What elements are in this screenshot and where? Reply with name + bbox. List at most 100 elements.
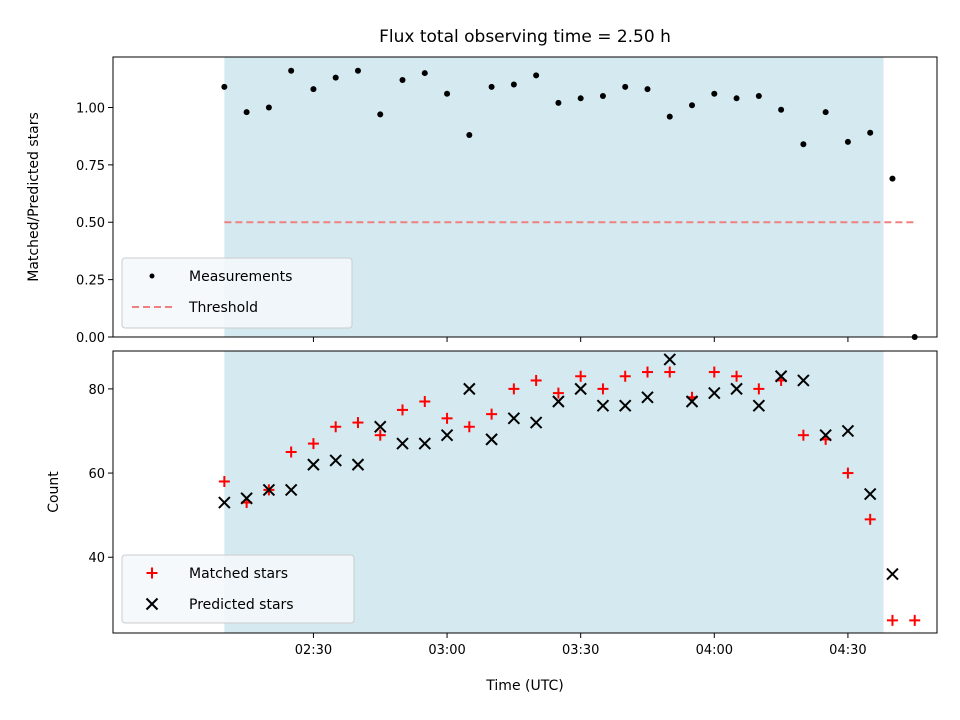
measurement-point <box>599 93 606 100</box>
x-stroke <box>641 391 654 404</box>
count-y-ticks: 40 60 80 <box>88 383 113 566</box>
x-stroke <box>284 483 298 497</box>
predicted-star-point <box>240 492 253 505</box>
y-tick-label: 40 <box>88 551 105 566</box>
predicted-star-point <box>774 370 788 383</box>
predicted-star-point <box>307 458 320 471</box>
measurement-point <box>689 102 696 109</box>
x-tick-label: 04:00 <box>696 643 733 658</box>
predicted-star-point <box>752 399 766 412</box>
matched-star-point <box>753 383 765 395</box>
x-tick-label: 04:30 <box>829 643 866 658</box>
x-stroke <box>552 395 565 408</box>
matched-star-point <box>397 404 409 416</box>
measurement-point <box>332 74 339 81</box>
matched-star-point <box>463 421 475 433</box>
x-stroke <box>240 492 253 505</box>
x-stroke <box>752 399 766 412</box>
measurement-point <box>399 76 406 83</box>
x-stroke <box>418 437 431 450</box>
x-stroke <box>307 458 320 471</box>
matched-star-point <box>552 387 564 399</box>
x-stroke <box>463 382 476 396</box>
matched-star-point <box>731 370 743 382</box>
predicted-star-point <box>596 399 610 412</box>
count-legend: Matched stars Predicted stars <box>121 554 355 624</box>
predicted-star-point <box>552 395 565 408</box>
measurement-point <box>288 67 295 74</box>
measurement-point <box>377 111 384 118</box>
predicted-star-point <box>730 382 743 396</box>
x-stroke <box>708 386 721 400</box>
predicted-star-point <box>440 428 454 442</box>
y-tick-label: 80 <box>88 383 105 398</box>
legend-box <box>121 257 353 329</box>
x-stroke <box>685 395 699 408</box>
y-tick-label: 0.00 <box>76 331 105 346</box>
y-tick-label: 1.00 <box>76 101 105 116</box>
measurement-point <box>243 109 250 116</box>
count-panel: 40 60 80 02:30 03:00 03:30 04:00 04:30 Count T… <box>46 350 938 694</box>
ratio-x-ticks <box>312 337 849 342</box>
predicted-stars-points <box>218 353 899 581</box>
x-stroke <box>663 353 676 366</box>
x-stroke <box>329 454 342 467</box>
predicted-star-point <box>463 382 476 396</box>
measurement-point <box>354 67 361 74</box>
predicted-star-point <box>374 420 387 433</box>
matched-star-point <box>486 408 498 420</box>
predicted-star-point <box>329 454 342 467</box>
y-tick-label: 0.75 <box>76 159 105 174</box>
ratio-legend: Measurements Threshold <box>121 257 353 329</box>
count-x-ticks: 02:30 03:00 03:30 04:00 04:30 <box>295 633 867 658</box>
measurement-point <box>533 72 540 79</box>
x-tick-label: 03:30 <box>562 643 599 658</box>
measurement-point <box>822 109 829 116</box>
x-stroke <box>396 437 409 450</box>
matched-star-point <box>597 383 609 395</box>
ratio-y-axis-label: Matched/Predicted stars <box>26 112 42 282</box>
predicted-star-point <box>418 437 431 450</box>
predicted-star-point <box>841 424 855 438</box>
measurement-point <box>844 138 851 145</box>
y-tick-label: 0.25 <box>76 274 105 289</box>
matched-star-point <box>352 417 364 429</box>
measurement-point <box>711 90 718 97</box>
matched-star-point <box>285 446 297 458</box>
predicted-star-point <box>485 433 498 446</box>
predicted-star-point <box>863 487 877 501</box>
x-stroke <box>841 424 855 438</box>
x-stroke <box>619 399 632 412</box>
x-stroke <box>351 458 365 471</box>
predicted-star-point <box>685 395 699 408</box>
matched-star-point <box>619 370 631 382</box>
measurement-point <box>421 70 428 77</box>
predicted-star-point <box>284 483 298 497</box>
predicted-star-point <box>797 374 810 387</box>
predicted-star-point <box>507 412 521 425</box>
x-stroke <box>730 382 743 396</box>
measurement-point <box>800 141 807 148</box>
x-stroke <box>440 428 454 442</box>
matched-star-point <box>441 412 453 424</box>
x-stroke <box>863 487 877 501</box>
x-stroke <box>262 483 276 497</box>
legend-x-marker <box>145 597 159 611</box>
matched-star-point <box>330 421 342 433</box>
y-tick-label: 60 <box>88 467 105 482</box>
x-axis-label: Time (UTC) <box>485 678 563 694</box>
predicted-star-point <box>529 416 543 429</box>
measurement-point <box>867 129 874 136</box>
x-stroke <box>819 428 832 442</box>
legend-dot-marker <box>149 273 155 279</box>
legend-label: Predicted stars <box>189 597 294 613</box>
y-tick-label: 0.50 <box>76 216 105 231</box>
matched-star-point <box>575 370 587 382</box>
measurement-point <box>622 83 629 90</box>
legend-plus-marker <box>146 567 158 579</box>
measurement-points <box>221 67 918 340</box>
measurement-point <box>510 81 517 88</box>
measurement-point <box>755 93 762 100</box>
predicted-star-point <box>641 391 654 404</box>
